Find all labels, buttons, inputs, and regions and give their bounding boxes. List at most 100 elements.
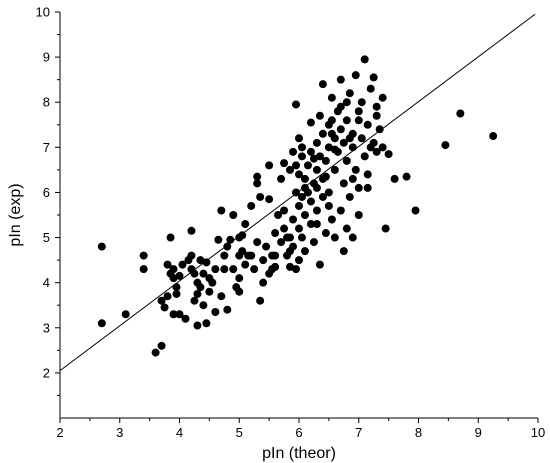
data-point <box>253 172 262 181</box>
data-point <box>351 165 360 174</box>
data-point <box>456 109 465 118</box>
data-point <box>199 301 208 310</box>
data-point <box>238 247 247 256</box>
y-tick-label: 5 <box>43 230 50 245</box>
y-tick-label: 3 <box>43 320 50 335</box>
data-point <box>220 265 229 274</box>
data-point <box>256 296 265 305</box>
data-point <box>259 256 268 265</box>
data-point <box>339 138 348 147</box>
data-point <box>336 125 345 134</box>
data-point <box>354 183 363 192</box>
data-point <box>345 134 354 143</box>
data-point <box>345 192 354 201</box>
data-point <box>309 238 318 247</box>
data-point <box>253 238 262 247</box>
y-tick-label: 9 <box>43 50 50 65</box>
data-point <box>381 224 390 233</box>
data-point <box>342 98 351 107</box>
data-point <box>187 251 196 260</box>
x-tick-label: 2 <box>56 425 63 440</box>
data-point <box>286 233 295 242</box>
data-point <box>348 174 357 183</box>
data-point <box>292 161 301 170</box>
data-point <box>336 75 345 84</box>
data-point <box>220 251 229 260</box>
data-point <box>330 145 339 154</box>
data-point <box>306 197 315 206</box>
data-point <box>208 278 217 287</box>
data-point <box>217 292 226 301</box>
data-point <box>178 260 187 269</box>
data-point <box>351 71 360 80</box>
y-tick-label: 7 <box>43 140 50 155</box>
data-point <box>342 116 351 125</box>
data-point <box>226 235 235 244</box>
data-point <box>369 138 378 147</box>
plot-area: 2 3 4 5 6 7 8 9 10 2 3 4 5 6 7 8 9 10 <box>36 5 546 441</box>
x-tick-label: 4 <box>176 425 183 440</box>
y-tick-label: 6 <box>43 185 50 200</box>
data-point <box>292 265 301 274</box>
data-point <box>286 165 295 174</box>
data-point <box>202 319 211 328</box>
data-point <box>289 147 298 156</box>
data-point <box>205 287 214 296</box>
data-point <box>327 93 336 102</box>
data-point <box>274 211 283 219</box>
data-point <box>372 111 381 120</box>
data-point <box>223 305 232 314</box>
data-point <box>297 152 306 161</box>
data-point <box>327 215 336 224</box>
data-point <box>441 141 450 150</box>
data-point <box>327 129 336 138</box>
data-point <box>369 73 378 82</box>
data-point <box>172 289 181 298</box>
data-point <box>289 215 298 224</box>
x-tick-label: 9 <box>475 425 482 440</box>
data-point <box>190 269 199 278</box>
data-point <box>139 251 148 260</box>
data-point <box>97 242 106 251</box>
data-point <box>169 310 178 319</box>
data-point <box>250 265 259 274</box>
data-point <box>354 116 363 125</box>
data-point <box>312 220 321 229</box>
data-point <box>372 102 381 111</box>
data-point <box>342 156 351 165</box>
data-point <box>354 211 363 219</box>
data-point <box>363 170 372 179</box>
data-point <box>190 296 199 305</box>
data-point <box>327 116 336 125</box>
data-point <box>363 120 372 129</box>
data-point <box>163 292 172 301</box>
data-point <box>193 321 202 330</box>
y-axis-ticks: 2 3 4 5 6 7 8 9 10 <box>36 5 60 396</box>
data-point <box>187 226 196 235</box>
data-point <box>348 143 357 152</box>
data-point <box>297 192 306 201</box>
data-point <box>372 147 381 156</box>
data-point <box>384 150 393 159</box>
data-point <box>214 235 223 244</box>
data-point <box>247 201 256 210</box>
data-point <box>271 229 280 238</box>
x-tick-label: 10 <box>531 425 545 440</box>
data-point <box>312 183 321 192</box>
data-point <box>295 134 303 143</box>
data-point <box>348 233 357 242</box>
data-point <box>390 174 399 183</box>
x-tick-label: 7 <box>355 425 362 440</box>
data-point <box>139 265 148 274</box>
data-point <box>336 206 345 215</box>
data-point <box>166 233 175 242</box>
data-point <box>318 129 327 138</box>
data-point <box>312 165 321 174</box>
data-point <box>339 247 348 256</box>
data-point <box>169 265 178 274</box>
data-point <box>289 242 298 251</box>
data-point <box>211 307 220 316</box>
data-point <box>303 161 312 170</box>
y-tick-label: 8 <box>43 95 50 110</box>
